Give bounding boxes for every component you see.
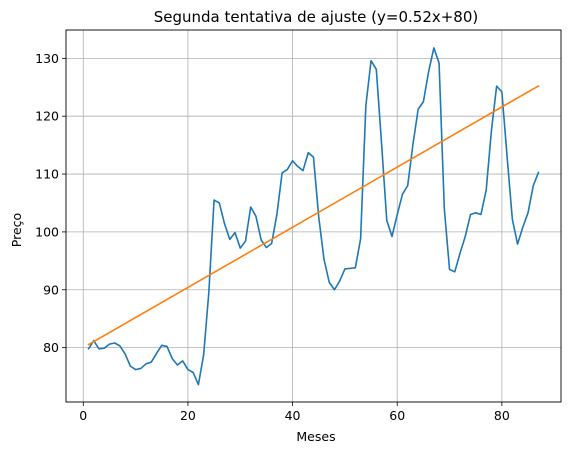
x-tick-label: 60 <box>389 408 405 423</box>
y-tick-label: 90 <box>43 282 59 297</box>
y-tick-label: 110 <box>35 167 59 182</box>
x-axis-label: Meses <box>296 429 335 444</box>
y-tick-label: 80 <box>43 340 59 355</box>
x-tick-label: 0 <box>79 408 87 423</box>
y-tick-label: 130 <box>35 51 59 66</box>
chart-title: Segunda tentativa de ajuste (y=0.52x+80) <box>154 8 479 26</box>
x-tick-label: 80 <box>494 408 510 423</box>
x-tick-label: 20 <box>180 408 196 423</box>
y-tick-label: 100 <box>35 224 59 239</box>
y-tick-label: 120 <box>35 109 59 124</box>
x-tick-label: 40 <box>285 408 301 423</box>
y-axis-label: Preço <box>9 213 24 247</box>
